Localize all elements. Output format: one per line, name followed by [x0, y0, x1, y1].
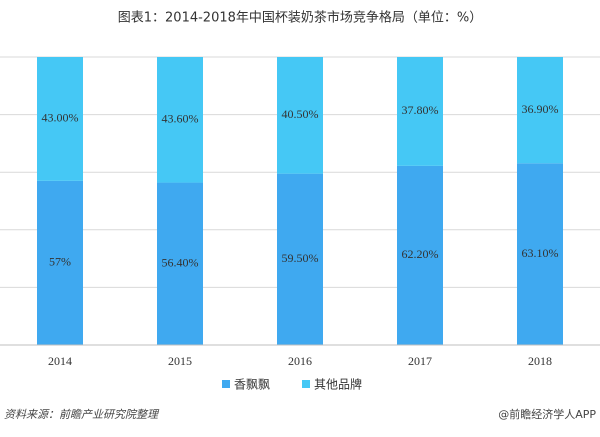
- x-tick-label: 2016: [288, 354, 312, 368]
- x-tick-label: 2015: [168, 354, 192, 368]
- credit: @前瞻经济学人APP: [498, 407, 596, 421]
- legend-swatch: [302, 380, 310, 388]
- bar-segment: [157, 57, 203, 183]
- data-label: 36.90%: [522, 102, 559, 116]
- data-label: 63.10%: [522, 246, 559, 260]
- data-label: 40.50%: [282, 107, 319, 121]
- bar-segment: [277, 173, 323, 345]
- data-label: 43.00%: [42, 111, 79, 125]
- data-label: 37.80%: [402, 103, 439, 117]
- data-label: 43.60%: [162, 112, 199, 126]
- x-tick-label: 2017: [408, 354, 432, 368]
- data-label: 57%: [49, 255, 71, 269]
- legend-label: 香飘飘: [234, 378, 270, 392]
- x-tick-label: 2018: [528, 354, 552, 368]
- legend-swatch: [222, 380, 230, 388]
- source-note: 资料来源：前瞻产业研究院整理: [4, 408, 160, 421]
- bar-segment: [157, 182, 203, 345]
- bar-segment: [37, 180, 83, 345]
- legend-label: 其他品牌: [314, 378, 362, 392]
- x-tick-label: 2014: [48, 354, 72, 368]
- chart-title: 图表1：2014-2018年中国杯装奶茶市场竞争格局（单位：%）: [118, 10, 482, 26]
- bar-segment: [397, 165, 443, 345]
- bar-segment: [37, 57, 83, 181]
- data-label: 62.20%: [402, 247, 439, 261]
- data-label: 56.40%: [162, 256, 199, 270]
- data-label: 59.50%: [282, 251, 319, 265]
- bar-segment: [277, 57, 323, 174]
- bar-segment: [397, 57, 443, 166]
- bar-segment: [517, 57, 563, 164]
- bar-segment: [517, 163, 563, 345]
